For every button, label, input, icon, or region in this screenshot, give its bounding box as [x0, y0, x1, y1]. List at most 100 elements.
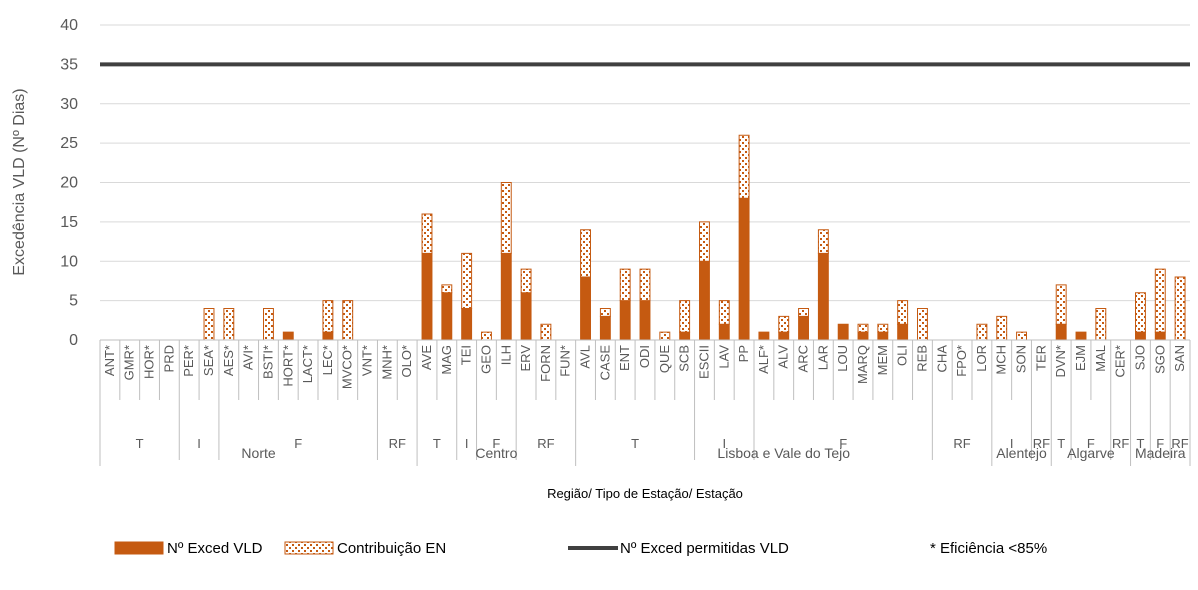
x-tick-label: HOR* [142, 345, 157, 379]
x-tick-label: CASE [597, 345, 612, 381]
bar-segment [1135, 292, 1146, 333]
type-label: I [722, 436, 726, 451]
bar-segment [718, 323, 730, 341]
bar-segment [580, 276, 591, 341]
x-tick-label: ESCII [696, 345, 711, 379]
region-label: Alentejo [996, 445, 1047, 461]
x-tick-label: MCH [994, 345, 1009, 375]
x-tick-label: PP [736, 345, 751, 362]
bar-segment [738, 197, 750, 341]
x-tick-label: REB [914, 345, 929, 372]
x-tick-label: SON [1014, 345, 1029, 373]
x-tick-label: MAL [1093, 345, 1108, 372]
x-tick-label: OLI [895, 345, 910, 366]
bar-segment [500, 252, 512, 341]
type-label: F [492, 436, 500, 451]
y-tick-label: 35 [60, 56, 78, 73]
x-tick-label: SGO [1152, 345, 1167, 374]
bar-segment [619, 268, 631, 302]
type-label: T [1057, 436, 1065, 451]
x-tick-label: PRD [161, 345, 176, 372]
legend-swatch [114, 541, 164, 555]
region-label: Madeira [1135, 445, 1186, 461]
type-label: RF [537, 436, 554, 451]
region-label: Norte [241, 445, 275, 461]
bar-segment [1055, 323, 1067, 341]
bar-segment [758, 331, 770, 341]
bar-segment [342, 300, 354, 341]
x-tick-label: OLO* [399, 345, 414, 378]
bar-segment [798, 315, 809, 341]
x-tick-label: ALF* [756, 345, 771, 374]
x-tick-label: GEO [478, 345, 493, 374]
bar-segment [421, 213, 433, 254]
x-tick-label: BSTI* [260, 345, 275, 379]
bar-segment [897, 323, 909, 341]
x-tick-label: VNT* [360, 345, 375, 376]
bar-segment [659, 331, 671, 341]
bar-segment [778, 315, 790, 333]
type-label: T [631, 436, 639, 451]
x-tick-label: AVI* [241, 345, 256, 370]
type-label: RF [389, 436, 406, 451]
bar-segment [322, 300, 334, 333]
x-tick-label: ENT [617, 345, 632, 371]
x-tick-label: ALV [776, 345, 791, 369]
x-tick-label: FUN* [558, 345, 573, 377]
type-label: F [294, 436, 302, 451]
x-tick-label: MARQ [855, 345, 870, 384]
bar-segment [996, 315, 1008, 341]
type-label: F [1156, 436, 1164, 451]
x-tick-label: CHA [934, 345, 949, 373]
type-label: I [197, 436, 201, 451]
bar-segment [778, 331, 790, 341]
x-tick-label: MAG [439, 345, 454, 375]
type-label: F [1087, 436, 1095, 451]
bar-segment [679, 331, 691, 341]
type-label: RF [1033, 436, 1050, 451]
type-label: T [433, 436, 441, 451]
bar-segment [203, 308, 215, 341]
bar-segment [699, 221, 710, 262]
bar-segment [679, 300, 691, 333]
x-tick-label: SCB [677, 345, 692, 372]
bar-segment [1095, 308, 1107, 341]
x-tick-label: DVN* [1053, 345, 1068, 378]
bar-segment [1135, 331, 1146, 341]
bar-segment [1055, 284, 1067, 325]
bar-segment [619, 300, 631, 341]
x-tick-label: QUE [657, 345, 672, 374]
bar-segment [441, 292, 453, 341]
bar-segment [540, 323, 552, 341]
region-label: Lisboa e Vale do Tejo [717, 445, 850, 461]
x-tick-label: LACT* [300, 345, 315, 383]
x-tick-label: LAV [716, 345, 731, 369]
x-tick-label: LAR [815, 345, 830, 370]
x-tick-label: HORT* [280, 345, 295, 387]
x-tick-label: FPO* [954, 345, 969, 377]
bar-segment [421, 252, 433, 341]
bar-segment [599, 308, 611, 317]
y-tick-label: 25 [60, 135, 78, 152]
x-tick-label: MVCO* [340, 345, 355, 389]
bar-segment [461, 308, 473, 341]
legend-label: Nº Exced permitidas VLD [620, 540, 789, 557]
x-tick-label: SJO [1132, 345, 1147, 370]
bar-segment [1154, 331, 1166, 341]
type-label: RF [953, 436, 970, 451]
x-axis-title: Região/ Tipo de Estação/ Estação [547, 486, 743, 501]
y-axis-title: Excedência VLD (Nº Dias) [11, 88, 28, 275]
bar-segment [1075, 331, 1087, 341]
legend-label: Contribuição EN [337, 540, 446, 557]
x-tick-label: ARC [796, 345, 811, 372]
y-tick-label: 10 [60, 253, 78, 270]
x-tick-label: MNH* [379, 345, 394, 380]
y-tick-label: 5 [69, 293, 78, 310]
x-tick-label: CER* [1113, 345, 1128, 378]
y-tick-label: 30 [60, 96, 78, 113]
x-tick-label: ANT* [102, 345, 117, 376]
x-tick-label: AES* [221, 345, 236, 376]
x-tick-label: AVE [419, 345, 434, 370]
bar-segment [1016, 331, 1027, 341]
